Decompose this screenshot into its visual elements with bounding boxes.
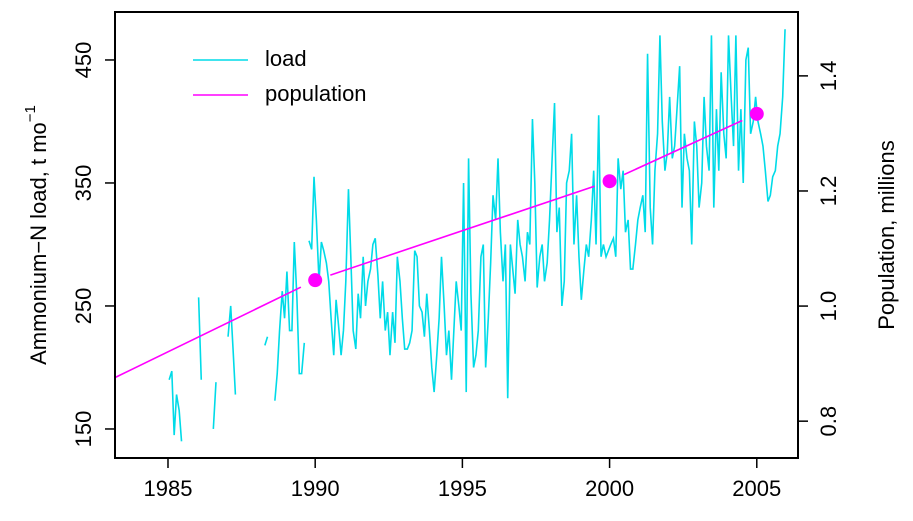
point-marker [308, 273, 323, 288]
x-tick-label: 1985 [144, 476, 193, 501]
y2-tick-label: 1.0 [816, 291, 841, 322]
plot-frame [114, 11, 799, 459]
y-axis-title-text: Ammonium−N load, t mo [26, 122, 51, 365]
y-tick-label: 150 [71, 411, 96, 448]
x-tick-label: 1990 [291, 476, 340, 501]
point-marker [602, 174, 617, 189]
x-tick-label: 2000 [585, 476, 634, 501]
y-tick-label: 250 [71, 288, 96, 325]
y-axis-title: Ammonium−N load, t mo−1 [22, 105, 51, 365]
y2-tick-label: 0.8 [816, 406, 841, 437]
legend-label: population [265, 81, 367, 106]
x-tick-label: 2005 [732, 476, 781, 501]
y-axis-title-superscript: −1 [22, 105, 39, 122]
legend-label: load [265, 46, 307, 71]
x-tick-label: 1995 [438, 476, 487, 501]
point-marker [43, 402, 57, 416]
y-tick-label: 350 [71, 165, 96, 202]
series-line [115, 113, 758, 379]
point-marker [749, 106, 764, 121]
plot-area [43, 29, 786, 442]
series-line [168, 29, 786, 442]
y2-tick-label: 1.4 [816, 61, 841, 92]
y2-tick-label: 1.2 [816, 176, 841, 207]
y2-axis-title: Population, millions [874, 140, 899, 330]
y-tick-label: 450 [71, 42, 96, 79]
